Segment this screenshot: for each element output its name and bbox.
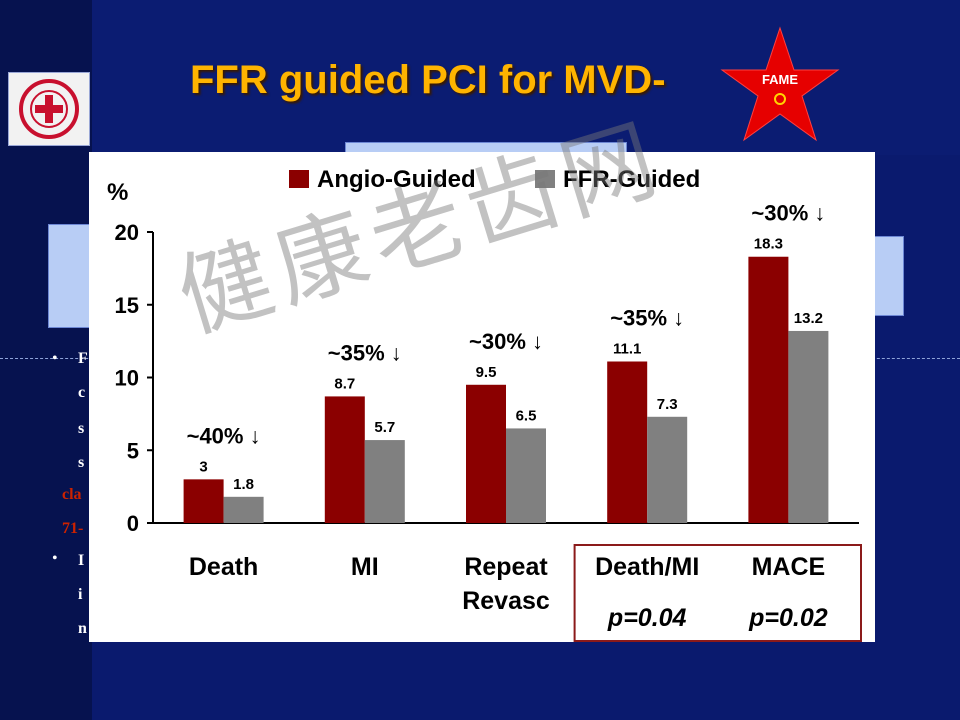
background-box-right (874, 236, 904, 316)
category-label: MI (351, 553, 379, 581)
legend-swatch (535, 170, 555, 188)
category-label: MACE (752, 553, 826, 581)
data-label: 7.3 (657, 396, 678, 413)
category-label: Revasc (462, 587, 550, 615)
side-text-fragment: 71- (62, 520, 84, 537)
data-label: 5.7 (374, 419, 395, 436)
bar (748, 256, 789, 523)
fame-star-badge: FAME (720, 26, 840, 142)
y-tick-label: 5 (127, 438, 139, 463)
reduction-annotation: ~30% ↓ (751, 201, 825, 226)
category-label: Death (189, 553, 258, 581)
y-tick-label: 20 (115, 220, 139, 245)
university-logo (8, 72, 90, 146)
reduction-annotation: ~35% ↓ (610, 305, 684, 330)
data-label: 18.3 (754, 236, 783, 253)
bar (466, 384, 506, 523)
side-text-fragment: F (78, 350, 88, 367)
bar (183, 479, 224, 523)
data-label: 6.5 (516, 407, 537, 424)
legend-label: Angio-Guided (317, 166, 476, 193)
heart-icon (774, 93, 786, 105)
side-text-fragment: n (78, 620, 87, 637)
p-value-label: p=0.02 (748, 604, 828, 632)
data-label: 1.8 (233, 476, 254, 493)
background-box-left (48, 224, 94, 328)
category-label: Repeat (464, 553, 548, 581)
reduction-annotation: ~40% ↓ (187, 423, 261, 448)
data-label: 11.1 (613, 340, 641, 357)
y-tick-label: 10 (115, 366, 139, 391)
y-axis-label: % (107, 179, 128, 206)
data-label: 3 (199, 458, 207, 475)
bullet-marker: • (52, 550, 58, 567)
bar-chart: 0 5 10 15 20% Angio-Guided FFR-Guided 3 1.8 Death… (107, 166, 862, 642)
chart-panel: 0 5 10 15 20% Angio-Guided FFR-Guided 3 1.8 Death… (89, 152, 875, 642)
p-value-box (573, 544, 862, 642)
category-label: Death/MI (595, 553, 699, 581)
bar (506, 428, 546, 523)
reduction-annotation: ~35% ↓ (328, 340, 402, 365)
bar (788, 330, 829, 523)
side-text-fragment: c (78, 384, 86, 401)
slide-title: FFR guided PCI for MVD- (190, 58, 666, 102)
data-label: 9.5 (476, 364, 497, 381)
side-text-fragment: s (78, 420, 85, 437)
bar (223, 496, 264, 523)
bar (364, 440, 405, 523)
side-text-fragment: cla (62, 486, 82, 503)
y-tick-label: 15 (115, 293, 139, 318)
legend-label: FFR-Guided (563, 166, 700, 193)
data-label: 13.2 (794, 310, 823, 327)
bar (324, 396, 365, 523)
bar (607, 361, 648, 523)
data-label: 8.7 (334, 375, 355, 392)
bullet-marker: • (52, 350, 58, 367)
side-text-fragment: s (78, 454, 85, 471)
bar (647, 416, 688, 523)
reduction-annotation: ~30% ↓ (469, 329, 543, 354)
fame-badge-text: FAME (762, 72, 798, 87)
side-text-fragment: i (78, 586, 83, 603)
p-value-label: p=0.04 (607, 604, 687, 632)
y-tick-label: 0 (127, 511, 139, 536)
legend-swatch (289, 170, 309, 188)
side-text-fragment: I (78, 552, 85, 569)
